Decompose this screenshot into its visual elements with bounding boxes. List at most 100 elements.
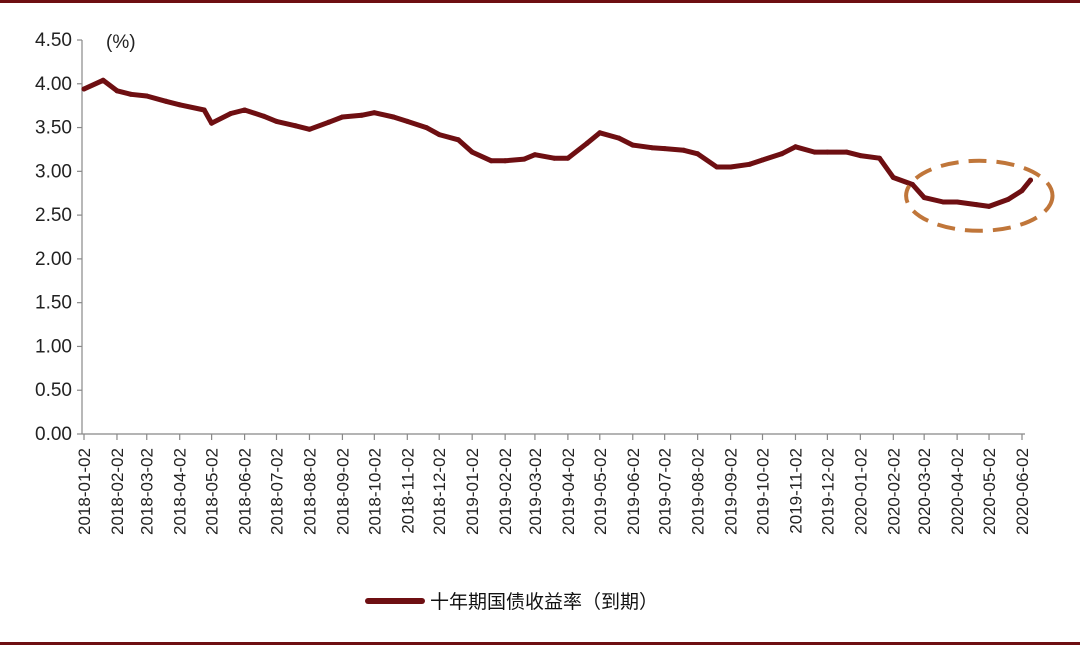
data-point: [681, 147, 687, 153]
x-tick-label: 2020-02-02: [884, 448, 903, 535]
data-point: [404, 118, 410, 124]
data-point: [1019, 188, 1025, 194]
x-tick-label: 2020-05-02: [980, 448, 999, 535]
data-point: [455, 137, 461, 143]
x-tick-label: 2018-01-02: [75, 448, 94, 535]
data-point: [910, 182, 915, 187]
data-point: [1028, 177, 1033, 183]
x-tick-label: 2019-05-02: [591, 448, 610, 535]
x-tick-label: 2018-03-02: [138, 448, 157, 535]
data-point: [371, 110, 377, 116]
data-point: [728, 164, 734, 170]
x-tick-label: 2019-10-02: [754, 448, 773, 535]
x-tick-label: 2020-04-02: [948, 448, 967, 535]
x-tick-label: 2018-05-02: [203, 448, 222, 535]
x-tick-label: 2018-12-02: [430, 448, 449, 535]
x-tick-label: 2018-08-02: [300, 448, 319, 535]
x-tick-label: 2019-07-02: [656, 448, 675, 535]
data-point: [986, 203, 992, 209]
data-point: [177, 102, 183, 108]
x-tick-label: 2018-06-02: [236, 448, 255, 535]
data-point: [812, 149, 818, 155]
x-tick-label: 2018-11-02: [398, 448, 417, 534]
y-tick-label: 3.00: [35, 161, 72, 182]
data-point: [209, 120, 215, 126]
data-point: [714, 164, 720, 170]
data-point: [261, 113, 267, 119]
data-point: [339, 114, 345, 120]
x-tick-label: 2019-01-02: [463, 448, 482, 535]
top-border: [0, 0, 1080, 3]
data-point: [242, 107, 248, 113]
x-tick-label: 2018-09-02: [333, 448, 352, 535]
data-point: [779, 151, 785, 157]
data-point: [81, 86, 87, 92]
x-tick-label: 2019-02-02: [496, 448, 515, 535]
data-point: [890, 175, 896, 180]
y-tick-label: 0.00: [35, 424, 72, 445]
y-tick-label: 1.50: [35, 293, 72, 314]
data-point: [436, 132, 442, 138]
y-unit-label: (%): [106, 32, 136, 53]
data-point: [391, 114, 396, 120]
data-point: [144, 93, 150, 99]
data-point: [551, 155, 557, 161]
data-point: [630, 142, 636, 148]
series-group: [81, 77, 1055, 233]
data-point: [844, 149, 849, 155]
y-tick-label: 4.00: [35, 74, 72, 95]
x-axis: 2018-01-02 2018-02-02 2018-03-02 2018-04-02…: [75, 433, 1032, 535]
data-point: [649, 145, 655, 151]
data-point: [760, 157, 765, 163]
data-point: [502, 158, 508, 164]
data-point: [100, 77, 106, 83]
data-point: [163, 98, 169, 104]
bottom-border: [0, 642, 1080, 645]
data-point: [954, 199, 960, 205]
data-point: [469, 149, 475, 155]
y-tick-label: 2.50: [35, 205, 72, 226]
data-point: [228, 111, 234, 116]
x-tick-label: 2018-07-02: [267, 448, 286, 535]
data-point: [488, 158, 494, 164]
data-point: [423, 125, 429, 131]
data-point: [747, 161, 753, 167]
data-point: [201, 107, 207, 113]
data-point: [597, 130, 603, 136]
x-tick-label: 2019-11-02: [786, 448, 805, 534]
x-tick-label: 2020-01-02: [851, 448, 870, 535]
highlight-ellipse: [904, 158, 1055, 233]
y-tick-label: 4.50: [35, 30, 72, 51]
data-point: [662, 146, 668, 152]
data-point: [521, 156, 527, 162]
x-tick-label: 2019-12-02: [818, 448, 837, 535]
data-point: [307, 126, 312, 132]
data-point: [274, 118, 279, 124]
data-point: [616, 135, 622, 141]
x-tick-label: 2020-06-02: [1013, 448, 1032, 535]
data-point: [973, 202, 979, 208]
y-tick-label: 1.00: [35, 336, 72, 357]
data-point: [532, 152, 538, 158]
x-tick-label: 2018-04-02: [171, 448, 190, 535]
data-point: [695, 151, 701, 157]
legend-label: 十年期国债收益率（到期）: [430, 591, 658, 613]
x-tick-label: 2019-03-02: [526, 448, 545, 535]
data-point: [359, 112, 365, 118]
legend: 十年期国债收益率（到期）: [365, 591, 658, 613]
x-tick-label: 2019-04-02: [559, 448, 578, 535]
data-point: [877, 155, 882, 161]
x-tick-label: 2018-02-02: [108, 448, 127, 535]
data-point: [326, 119, 332, 125]
data-point: [921, 195, 927, 201]
data-point: [293, 123, 299, 129]
data-point: [565, 155, 571, 161]
x-tick-label: 2019-09-02: [722, 448, 741, 535]
x-tick-label: 2018-10-02: [365, 448, 384, 535]
series-line: [81, 77, 1033, 209]
x-tick-label: 2020-03-02: [915, 448, 934, 535]
x-tick-label: 2019-08-02: [689, 448, 708, 535]
y-tick-label: 2.00: [35, 249, 72, 270]
data-point: [128, 91, 134, 97]
